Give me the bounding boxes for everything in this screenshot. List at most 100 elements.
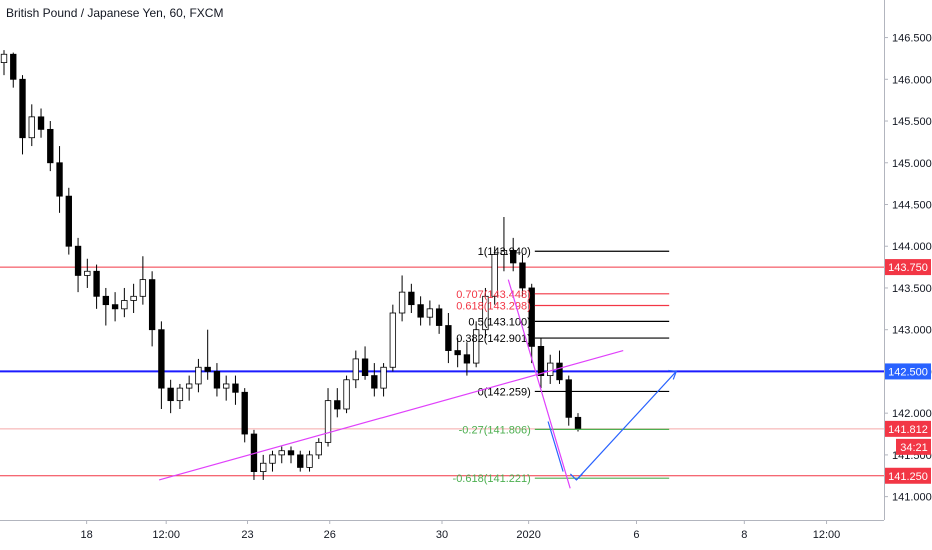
price-level-badge	[885, 363, 931, 380]
candle-body	[574, 416, 582, 430]
candle-body	[324, 400, 332, 443]
candle-body	[482, 295, 489, 331]
candle-body	[519, 262, 526, 289]
y-tick-label: 143.000	[892, 325, 932, 337]
candle-body	[158, 329, 165, 389]
candle-body	[315, 441, 322, 456]
candle-body	[371, 375, 378, 389]
candle-body	[47, 128, 54, 164]
arrow-head	[569, 473, 583, 481]
candle-body	[398, 291, 406, 314]
candle-body	[19, 78, 26, 139]
y-tick-label: 146.000	[892, 74, 932, 86]
candle-body	[241, 391, 248, 435]
candle-body	[528, 287, 535, 347]
y-tick-label: 145.000	[892, 158, 932, 170]
candle-body	[389, 312, 397, 368]
candle-body	[306, 454, 313, 468]
price-level-badge	[885, 420, 931, 437]
price-level-label: 142.500	[888, 366, 928, 378]
candle-body	[287, 450, 295, 456]
trendline	[575, 371, 677, 481]
candle-body	[380, 366, 387, 389]
candle-body	[204, 366, 211, 372]
candle-body	[139, 279, 147, 297]
y-tick-label: 143.500	[892, 283, 932, 295]
candle-body	[84, 270, 91, 276]
candle-body	[463, 354, 471, 364]
trendline	[507, 279, 571, 489]
y-tick-label: 142.000	[892, 408, 932, 420]
price-level-label: 141.250	[888, 471, 928, 483]
x-tick-label: 12:00	[813, 529, 841, 541]
candle-body	[130, 295, 137, 301]
candle-body	[10, 53, 17, 80]
price-level-label: 141.812	[888, 424, 928, 436]
candle-body	[445, 325, 452, 351]
candle-body	[223, 383, 230, 389]
countdown-badge	[896, 438, 931, 455]
fib-level-label: -0.618(141.221)	[453, 473, 531, 485]
candle-body	[213, 371, 221, 389]
x-tick-label: 18	[81, 529, 93, 541]
candle-body	[454, 350, 461, 356]
x-tick-label: 26	[324, 529, 336, 541]
candle-body	[269, 454, 276, 464]
candle-body	[297, 454, 304, 468]
candle-body	[232, 383, 239, 393]
arrow-head	[668, 369, 678, 380]
x-tick-label: 12:00	[152, 529, 180, 541]
candle-body	[500, 250, 508, 255]
x-tick-label: 8	[741, 529, 747, 541]
trendline	[158, 349, 624, 481]
y-tick-label: 146.500	[892, 33, 932, 45]
price-level-label: 143.750	[888, 262, 928, 274]
candle-body	[195, 366, 202, 385]
candle-body	[102, 295, 110, 306]
candle-body	[121, 300, 128, 310]
fib-level-label: 1(143.940)	[478, 246, 531, 258]
candle-body	[167, 387, 174, 402]
x-tick-label: 2020	[516, 529, 540, 541]
candle-body	[56, 162, 63, 197]
price-level-badge	[885, 259, 931, 276]
candle-body	[435, 308, 443, 326]
candle-body	[537, 345, 545, 377]
candle-body	[510, 250, 517, 264]
candle-body	[343, 379, 350, 410]
price-level-badge	[885, 467, 931, 484]
candle-body	[352, 358, 359, 381]
y-tick-label: 141.000	[892, 492, 932, 504]
y-tick-label: 144.500	[892, 199, 932, 211]
fib-level-label: 0.5(143.100)	[468, 316, 530, 328]
candle-body	[185, 383, 193, 389]
fib-level-label: -0.27(141.806)	[459, 424, 531, 436]
candle-body	[361, 358, 369, 377]
candle-body	[37, 116, 45, 130]
candle-body	[176, 387, 184, 402]
candle-body	[417, 304, 424, 318]
trendline	[547, 421, 564, 472]
x-tick-label: 6	[633, 529, 639, 541]
candle-body	[148, 279, 156, 331]
candle-body	[260, 462, 267, 472]
candle-body	[65, 195, 72, 247]
candle-body	[426, 308, 434, 318]
x-tick-label: 23	[241, 529, 253, 541]
candle-body	[334, 400, 341, 410]
candle-body	[111, 304, 119, 310]
fib-level-label: 0.618(143.298)	[456, 300, 531, 312]
y-tick-label: 144.000	[892, 241, 932, 253]
candle-body	[547, 362, 554, 377]
candle-body	[565, 379, 572, 418]
y-tick-label: 145.500	[892, 116, 932, 128]
candle-body	[472, 329, 480, 364]
candle-body	[74, 245, 82, 276]
candle-body	[0, 53, 8, 64]
candle-body	[28, 116, 35, 139]
countdown-label: 34:21	[900, 442, 928, 454]
fib-level-label: 0.707(143.448)	[456, 289, 531, 301]
candle-body	[278, 450, 285, 456]
